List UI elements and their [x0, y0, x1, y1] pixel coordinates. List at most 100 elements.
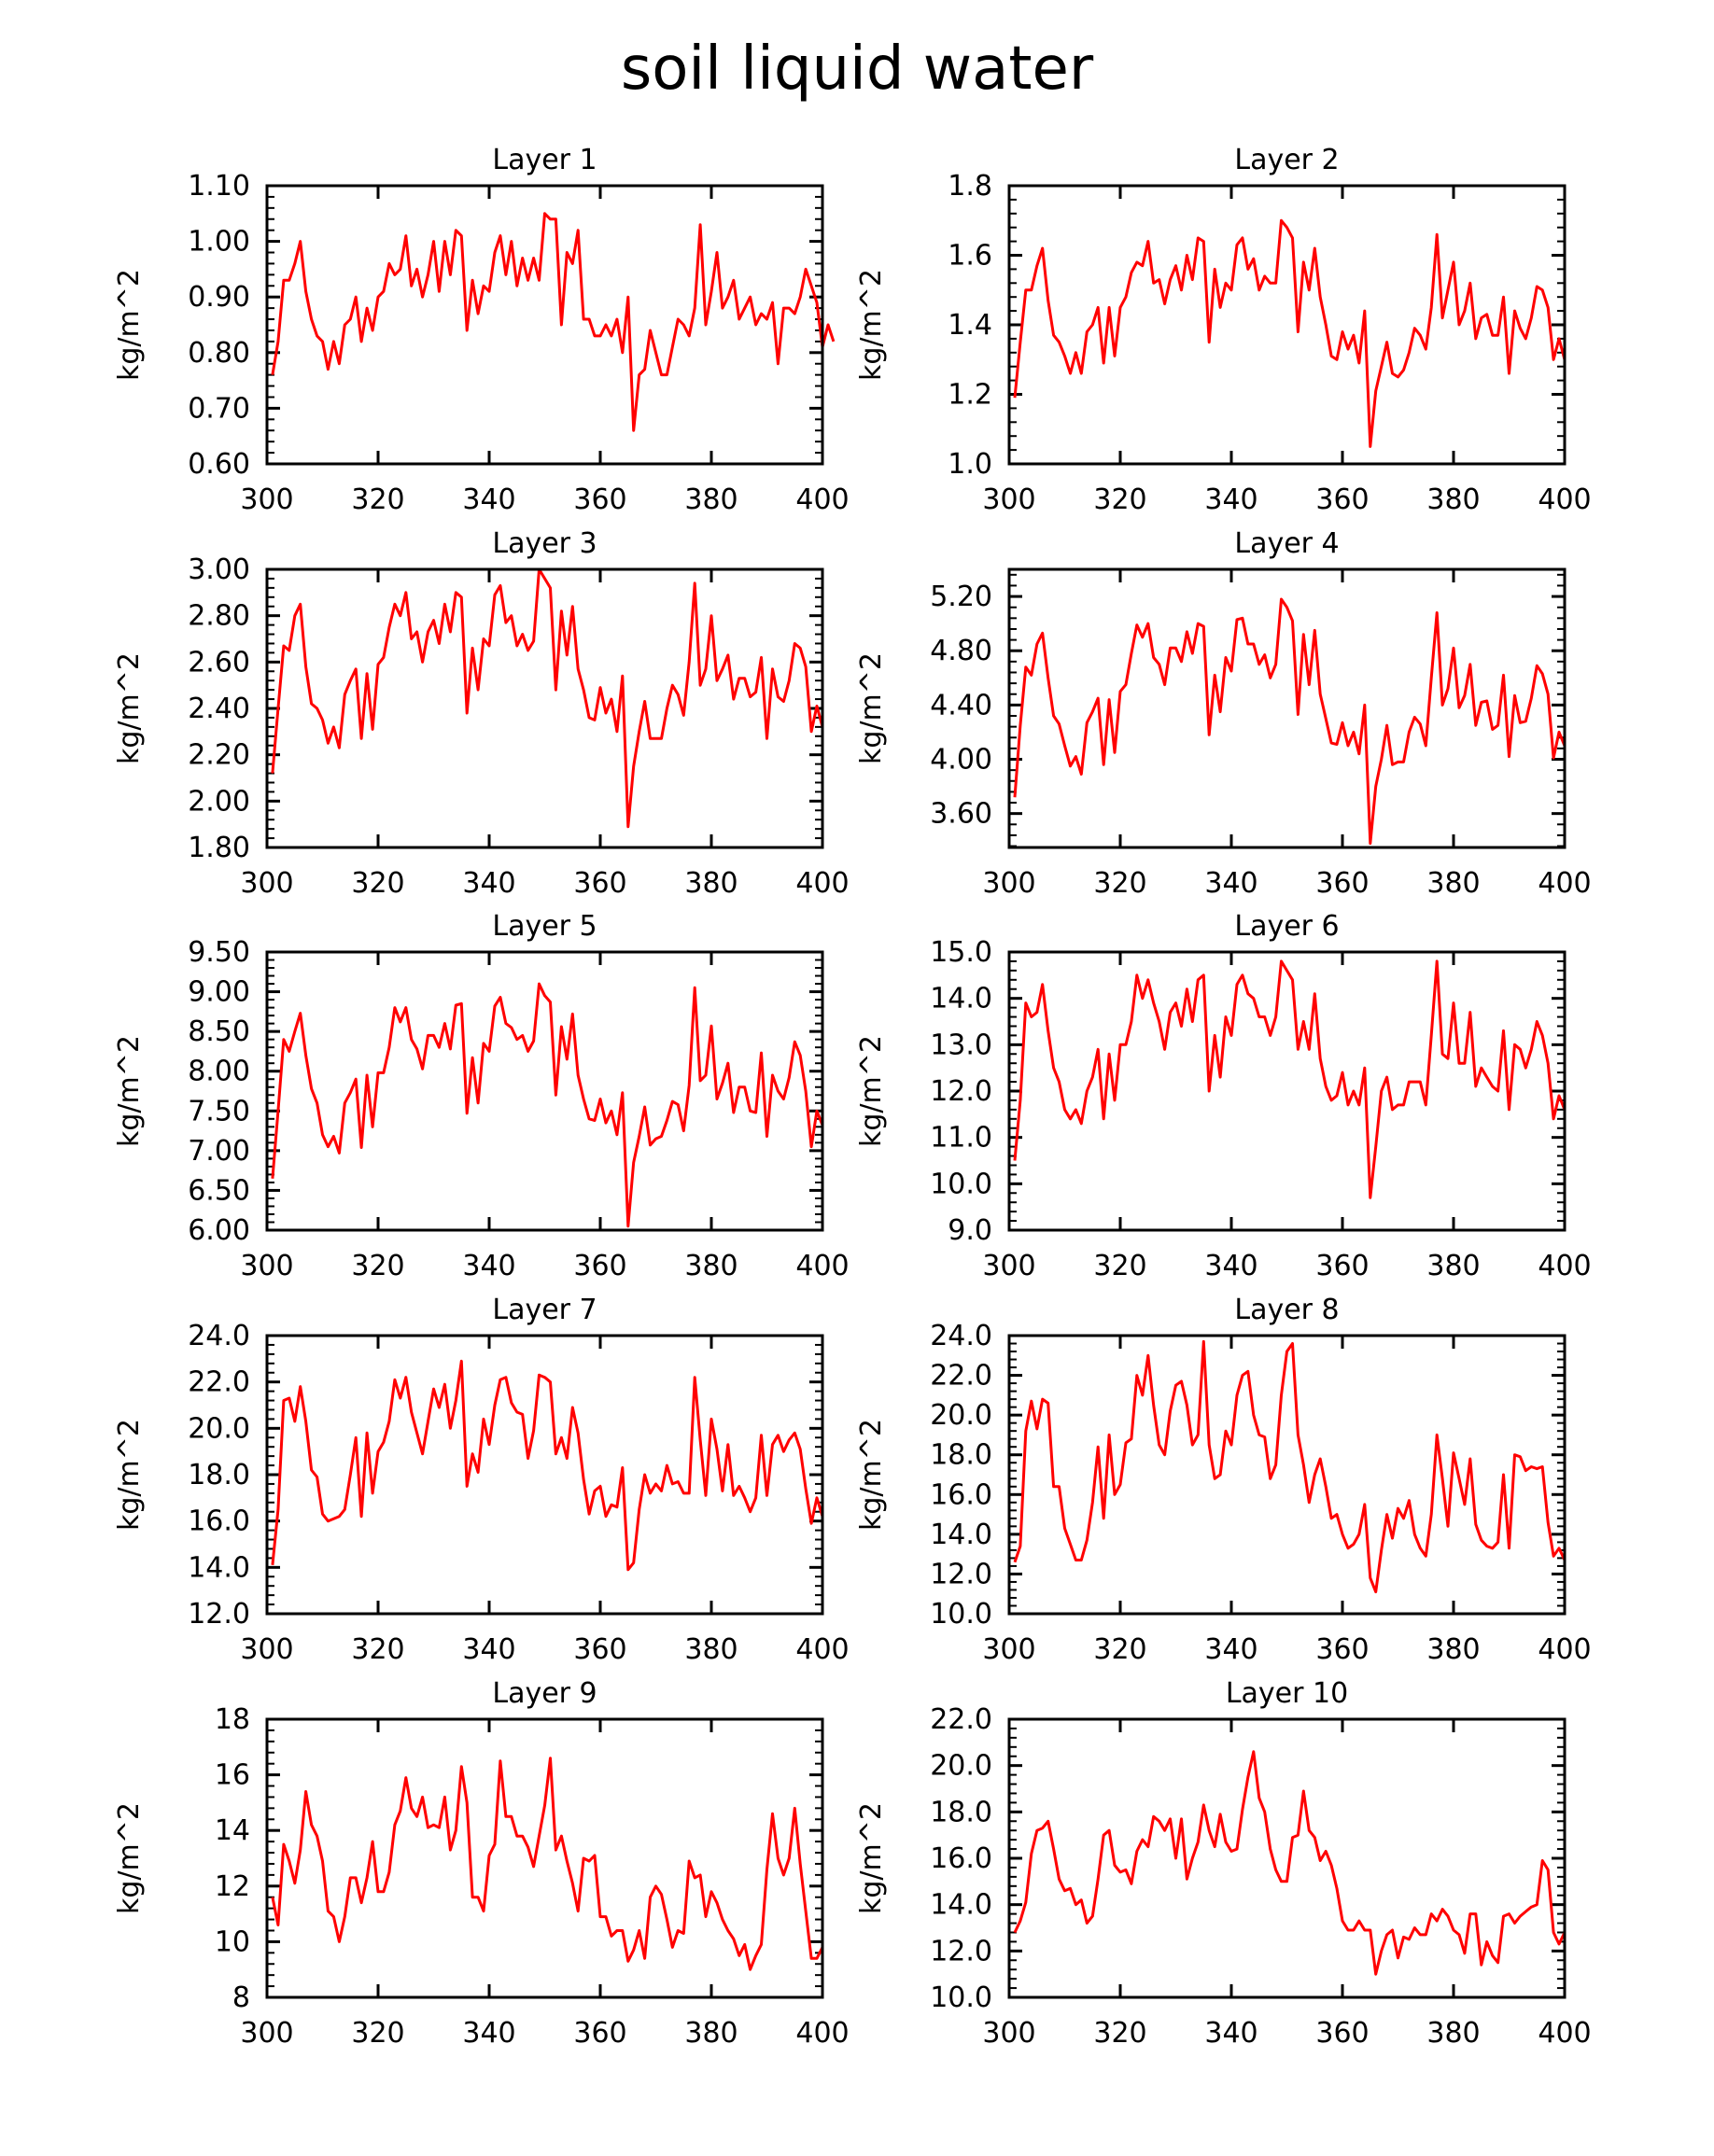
- panel-title: Layer 4: [1234, 527, 1339, 560]
- y-tick-label: 14.0: [930, 1889, 992, 1922]
- y-tick-label: 16.0: [188, 1505, 250, 1538]
- y-tick-label: 6.00: [188, 1214, 250, 1247]
- y-tick-label: 18.0: [930, 1796, 992, 1828]
- x-tick-label: 320: [351, 2017, 404, 2050]
- panel-title: Layer 2: [1234, 144, 1339, 176]
- plot-frame: [265, 567, 824, 849]
- x-tick-label: 300: [240, 1633, 293, 1666]
- series-line: [271, 567, 824, 829]
- y-tick-label: 12.0: [930, 1075, 992, 1108]
- y-axis-label: kg/m^2: [113, 1802, 146, 1914]
- x-tick-label: 300: [982, 867, 1035, 900]
- x-tick-label: 360: [573, 867, 626, 900]
- y-tick-label: 24.0: [188, 1320, 250, 1352]
- x-tick-label: 360: [1315, 2017, 1369, 2050]
- plot-frame: [265, 1334, 824, 1616]
- x-tick-label: 300: [982, 2017, 1035, 2050]
- y-tick-label: 5.20: [930, 581, 992, 613]
- x-tick-label: 340: [1204, 1633, 1257, 1666]
- main-title: soil liquid water: [621, 35, 1094, 104]
- x-tick-label: 340: [462, 1250, 515, 1282]
- y-tick-label: 0.90: [188, 281, 250, 314]
- chart-panel-8: Layer 8 kg/m^2 300 320 340 360 380 400 10.0 12.0 1…: [855, 1294, 1592, 1666]
- x-tick-label: 400: [795, 483, 849, 516]
- y-tick-label: 16: [215, 1759, 250, 1792]
- x-tick-label: 380: [1426, 483, 1480, 516]
- y-tick-label: 18.0: [930, 1439, 992, 1472]
- x-tick-label: 360: [1315, 1633, 1369, 1666]
- y-tick-label: 12.0: [188, 1598, 250, 1631]
- plot-frame: [265, 184, 824, 466]
- series-line: [271, 1757, 824, 1971]
- y-tick-label: 0.80: [188, 337, 250, 370]
- chart-panel-7: Layer 7 kg/m^2 300 320 340 360 380 400 12.0 14.0 1…: [113, 1294, 850, 1666]
- y-tick-label: 22.0: [930, 1703, 992, 1736]
- y-tick-label: 8: [232, 1981, 250, 2014]
- y-tick-label: 2.80: [188, 600, 250, 633]
- panel-title: Layer 3: [492, 527, 597, 560]
- y-axis-label: kg/m^2: [113, 269, 146, 381]
- series-line: [1013, 1750, 1566, 1976]
- y-tick-label: 16.0: [930, 1842, 992, 1875]
- x-tick-label: 360: [1315, 867, 1369, 900]
- panel-title: Layer 10: [1226, 1677, 1348, 1710]
- chart-panel-3: Layer 3 kg/m^2 300 320 340 360 380 400 1.80 2.00 2…: [113, 527, 850, 900]
- x-tick-label: 360: [573, 2017, 626, 2050]
- chart-panel-6: Layer 6 kg/m^2 300 320 340 360 380 400 9.0 10.0 11…: [855, 910, 1592, 1282]
- panel-title: Layer 8: [1234, 1294, 1339, 1326]
- x-tick-label: 400: [795, 2017, 849, 2050]
- x-tick-label: 320: [1093, 867, 1146, 900]
- x-tick-label: 300: [982, 1633, 1035, 1666]
- y-tick-label: 2.20: [188, 739, 250, 772]
- y-tick-label: 20.0: [930, 1399, 992, 1432]
- y-tick-label: 2.60: [188, 646, 250, 679]
- x-tick-label: 380: [684, 1633, 738, 1666]
- panel-title: Layer 7: [492, 1294, 597, 1326]
- x-tick-label: 360: [573, 1250, 626, 1282]
- y-tick-label: 14: [215, 1814, 250, 1847]
- x-tick-label: 340: [462, 1633, 515, 1666]
- y-tick-label: 2.00: [188, 785, 250, 818]
- x-tick-label: 400: [795, 867, 849, 900]
- y-tick-label: 14.0: [188, 1551, 250, 1584]
- x-tick-label: 400: [1538, 867, 1591, 900]
- x-tick-label: 340: [462, 483, 515, 516]
- y-tick-label: 9.50: [188, 936, 250, 969]
- y-tick-label: 12.0: [930, 1935, 992, 1967]
- x-tick-label: 320: [351, 483, 404, 516]
- y-tick-label: 14.0: [930, 983, 992, 1015]
- y-tick-label: 8.50: [188, 1015, 250, 1048]
- y-tick-label: 10.0: [930, 1168, 992, 1200]
- plot-frame: [265, 950, 824, 1232]
- plot-frame: [1007, 950, 1566, 1232]
- x-tick-label: 340: [1204, 483, 1257, 516]
- x-tick-label: 300: [240, 483, 293, 516]
- plot-frame: [1007, 1717, 1566, 1999]
- x-tick-label: 300: [240, 1250, 293, 1282]
- y-tick-label: 12: [215, 1870, 250, 1903]
- y-axis-label: kg/m^2: [113, 1419, 146, 1531]
- y-tick-label: 22.0: [188, 1366, 250, 1399]
- x-tick-label: 380: [1426, 1633, 1480, 1666]
- y-tick-label: 1.0: [948, 448, 992, 481]
- x-tick-label: 380: [684, 867, 738, 900]
- y-tick-label: 9.0: [948, 1214, 992, 1247]
- series-line: [271, 212, 836, 432]
- x-tick-label: 360: [573, 1633, 626, 1666]
- y-tick-label: 7.00: [188, 1135, 250, 1168]
- plot-frame: [1007, 1334, 1566, 1616]
- y-tick-label: 1.10: [188, 170, 250, 203]
- y-tick-label: 1.8: [948, 170, 992, 203]
- y-tick-label: 0.70: [188, 392, 250, 425]
- y-tick-label: 1.80: [188, 832, 250, 864]
- y-axis-label: kg/m^2: [113, 1035, 146, 1147]
- x-tick-label: 320: [1093, 2017, 1146, 2050]
- x-tick-label: 340: [462, 2017, 515, 2050]
- x-tick-label: 400: [1538, 483, 1591, 516]
- x-tick-label: 320: [1093, 1633, 1146, 1666]
- y-tick-label: 12.0: [930, 1558, 992, 1590]
- x-tick-label: 400: [1538, 2017, 1591, 2050]
- x-tick-label: 360: [1315, 483, 1369, 516]
- series-line: [271, 1359, 824, 1572]
- y-tick-label: 24.0: [930, 1320, 992, 1352]
